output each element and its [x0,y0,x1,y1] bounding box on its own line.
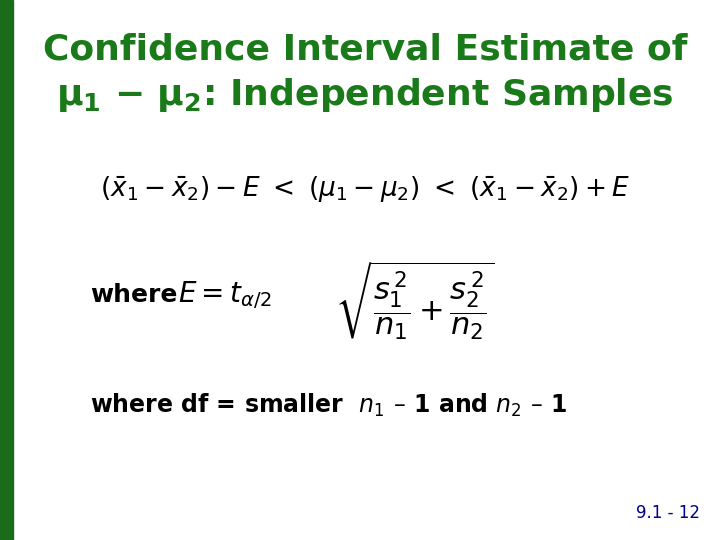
Text: $(\bar{x}_1 - \bar{x}_2) - E \ < \ (\mu_1 - \mu_2) \ < \ (\bar{x}_1 - \bar{x}_2): $(\bar{x}_1 - \bar{x}_2) - E \ < \ (\mu_… [100,175,630,205]
Text: where: where [90,283,177,307]
Text: $E = t_{\alpha/2}$: $E = t_{\alpha/2}$ [178,279,271,311]
Text: Confidence Interval Estimate of: Confidence Interval Estimate of [42,33,688,67]
Bar [0,0,13,540]
Text: $\sqrt{\dfrac{s_1^{\,2}}{n_1} + \dfrac{s_2^{\,2}}{n_2}}$: $\sqrt{\dfrac{s_1^{\,2}}{n_1} + \dfrac{s… [336,259,495,341]
Text: $\mathbf{\mu_1}$ $\mathbf{-}$ $\mathbf{\mu_2}$: Independent Samples: $\mathbf{\mu_1}$ $\mathbf{-}$ $\mathbf{\… [56,76,674,114]
Text: 9.1 - 12: 9.1 - 12 [636,504,700,522]
Text: where df = smaller  $n_1$ – 1 and $n_2$ – 1: where df = smaller $n_1$ – 1 and $n_2$ –… [90,392,567,418]
